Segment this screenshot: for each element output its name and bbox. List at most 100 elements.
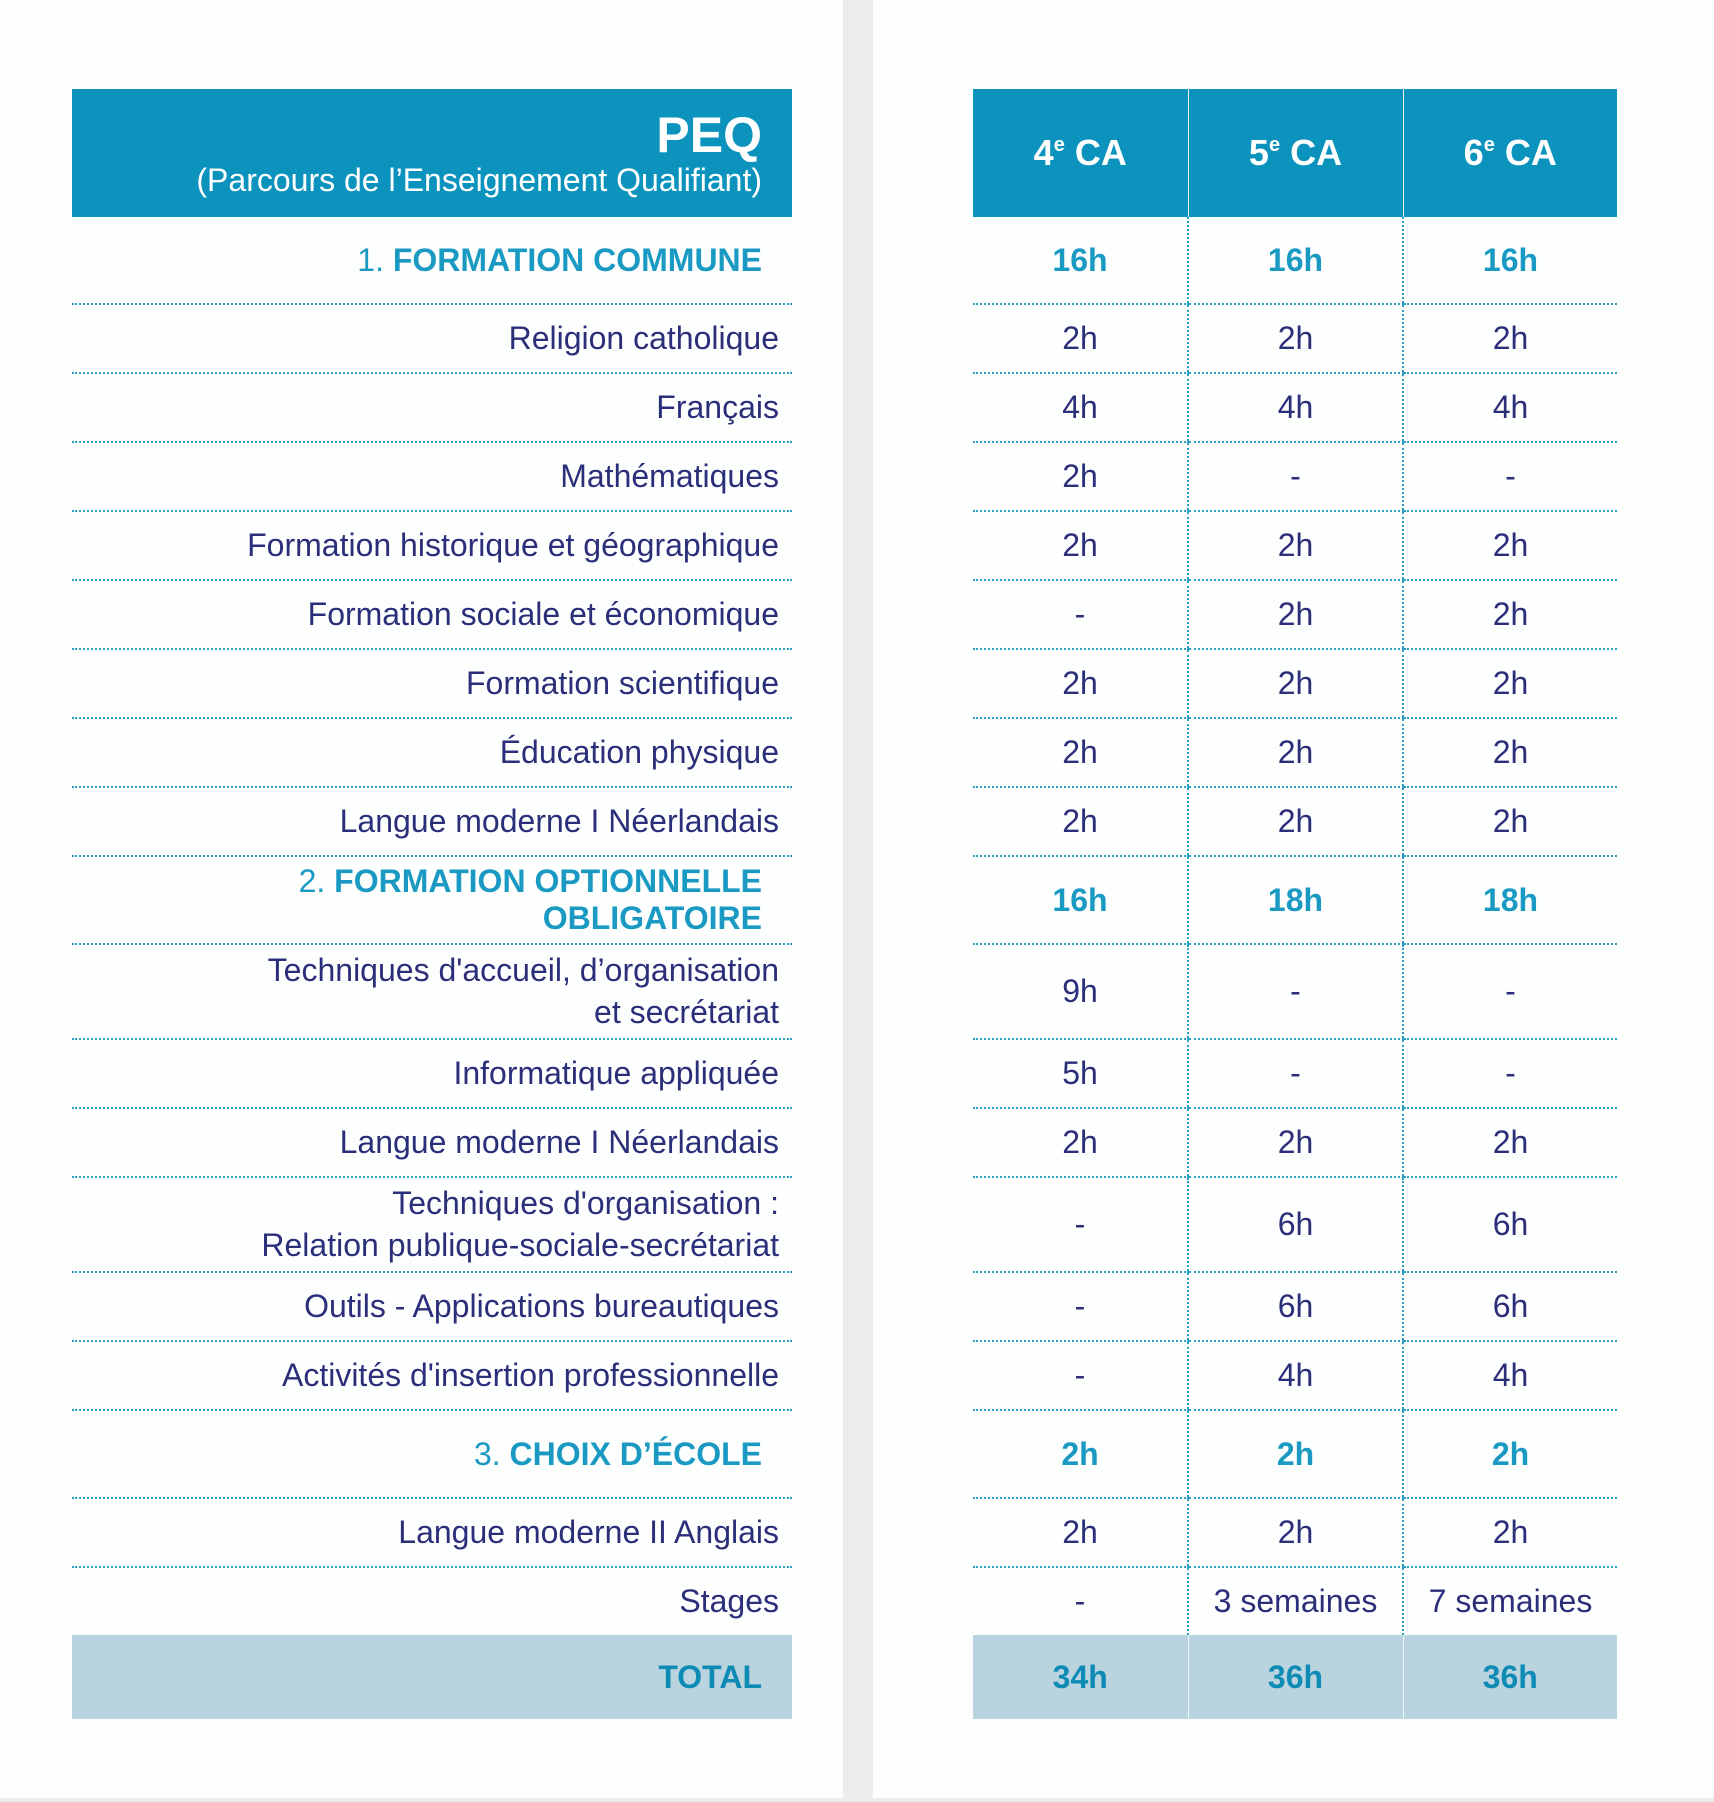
subject-label: Formation sociale et économique [72, 580, 792, 650]
column-suffix: CA [1494, 132, 1557, 173]
section-number: 2. [298, 863, 326, 899]
hours-cell: 2h [1402, 511, 1617, 581]
subject-row: Français [72, 373, 792, 443]
hours-cell: 2h [973, 787, 1188, 857]
hours-row: -6h 6h [973, 1272, 1617, 1342]
subject-label: Langue moderne I Néerlandais [72, 787, 792, 857]
subject-row: Religion catholique [72, 304, 792, 374]
hours-cell: - [973, 1272, 1188, 1342]
hours-cell: 4h [1402, 373, 1617, 443]
hours-cell: 2h [1187, 1498, 1403, 1568]
hours-cell: 4h [973, 373, 1188, 443]
hours-cell: 2h [1402, 649, 1617, 719]
subject-label-line2: et secrétariat [594, 993, 779, 1030]
section-name: FORMATION COMMUNE [392, 241, 762, 278]
subject-row: Outils - Applications bureautiques [72, 1272, 792, 1342]
hours-row: 2h - - [973, 442, 1617, 512]
subject-label: Techniques d'organisation : Relation publ… [72, 1177, 792, 1273]
column-ordinal: e [1483, 134, 1495, 156]
section-hours-row: 16h 16h 16h [973, 217, 1617, 305]
hours-cell: 2h [1402, 1498, 1617, 1568]
hours-row: -2h 2h [973, 580, 1617, 650]
hours-cell: 6h [1402, 1177, 1617, 1273]
subject-label: Outils - Applications bureautiques [72, 1272, 792, 1342]
subject-label: Langue moderne I Néerlandais [72, 1108, 792, 1178]
total-row: TOTAL [72, 1635, 792, 1719]
subject-row: Techniques d'organisation : Relation publ… [72, 1177, 792, 1273]
hours-cell: 2h [1187, 787, 1403, 857]
hours-cell: 2h [973, 511, 1188, 581]
hours-cell: 9h [973, 944, 1188, 1040]
column-header-5ca: 5e CA [1187, 89, 1403, 217]
column-suffix: CA [1280, 132, 1343, 173]
hours-row: 9h - - [973, 944, 1617, 1040]
section-hours-cell: 2h [1187, 1410, 1403, 1499]
subject-label: Français [72, 373, 792, 443]
section-title: 3. CHOIX D’ÉCOLE [72, 1410, 792, 1499]
section-hours-cell: 16h [973, 217, 1188, 305]
section-name: FORMATION OPTIONNELLE OBLIGATOIRE [334, 863, 762, 936]
program-title-cell: PEQ (Parcours de l’Enseignement Qualifia… [72, 89, 792, 217]
hours-cell: - [1187, 442, 1403, 512]
section-name: CHOIX D’ÉCOLE [509, 1435, 762, 1472]
section-hours-cell: 2h [973, 1410, 1188, 1499]
hours-row: 2h 2h 2h [973, 649, 1617, 719]
subject-label: Langue moderne II Anglais [72, 1498, 792, 1568]
hours-row: 5h - - [973, 1039, 1617, 1109]
subject-label: Mathématiques [72, 442, 792, 512]
section-choix-ecole: 3. CHOIX D’ÉCOLE [72, 1410, 792, 1499]
subject-label: Activités d'insertion professionnelle [72, 1341, 792, 1411]
hours-cell: 2h [1187, 304, 1403, 374]
column-number: 6 [1463, 132, 1484, 173]
subject-label: Stages [679, 1583, 779, 1619]
program-subtitle: (Parcours de l’Enseignement Qualifiant) [196, 162, 762, 199]
hours-cell: 2h [1187, 1108, 1403, 1178]
subject-row: Langue moderne I Néerlandais [72, 787, 792, 857]
total-label: TOTAL [72, 1635, 792, 1719]
total-hours-row: 34h 36h 36h [973, 1635, 1617, 1719]
hours-cell: - [1074, 1583, 1086, 1619]
subject-label-line1: Techniques d'accueil, d’organisation [267, 951, 779, 988]
section-number: 1. [357, 241, 384, 278]
subject-label: Techniques d'accueil, d’organisation et s… [72, 944, 792, 1040]
hours-cell: - [973, 1177, 1188, 1273]
subject-label: Religion catholique [72, 304, 792, 374]
subject-row: Stages [72, 1567, 792, 1635]
column-header-4ca: 4e CA [973, 89, 1188, 217]
subjects-header: PEQ (Parcours de l’Enseignement Qualifia… [72, 89, 792, 217]
hours-cell: - [1187, 944, 1403, 1040]
hours-cell: 2h [973, 1108, 1188, 1178]
hours-row: 2h 2h 2h [973, 304, 1617, 374]
column-ordinal: e [1268, 134, 1281, 156]
subject-row: Langue moderne I Néerlandais [72, 1108, 792, 1178]
hours-cell: 2h [973, 442, 1188, 512]
section-hours-row: 16h 18h 18h [973, 856, 1617, 945]
hours-cell: 2h [973, 649, 1188, 719]
subject-label-line1: Techniques d'organisation : [392, 1184, 779, 1221]
subject-row: Formation scientifique [72, 649, 792, 719]
subjects-table: PEQ (Parcours de l’Enseignement Qualifia… [72, 89, 792, 1719]
subject-label: Formation scientifique [72, 649, 792, 719]
subject-label: Éducation physique [72, 718, 792, 788]
hours-cell: 2h [1402, 718, 1617, 788]
hours-cell: 6h [1402, 1272, 1617, 1342]
hours-cell: - [1402, 944, 1617, 1040]
section-hours-row: 2h 2h 2h [973, 1410, 1617, 1499]
hours-cell: 2h [1187, 580, 1403, 650]
column-number: 4 [1033, 132, 1054, 173]
program-title: PEQ [656, 107, 762, 164]
hours-cell: 4h [1187, 373, 1403, 443]
hours-cell: 2h [1402, 580, 1617, 650]
hours-cell: 2h [1187, 718, 1403, 788]
section-number: 3. [473, 1435, 501, 1472]
hours-header: 4e CA 5e CA 6e CA [973, 89, 1617, 217]
hours-row: - 3 semaines 7 semaines [973, 1567, 1617, 1635]
column-header-6ca: 6e CA [1402, 89, 1617, 217]
hours-cell: 2h [973, 1498, 1188, 1568]
subject-row: Mathématiques [72, 442, 792, 512]
hours-row: 2h 2h 2h [973, 1498, 1617, 1568]
column-ordinal: e [1053, 134, 1065, 156]
hours-row: 4h 4h 4h [973, 373, 1617, 443]
section-hours-cell: 16h [1187, 217, 1403, 305]
hours-row: 2h 2h 2h [973, 1108, 1617, 1178]
